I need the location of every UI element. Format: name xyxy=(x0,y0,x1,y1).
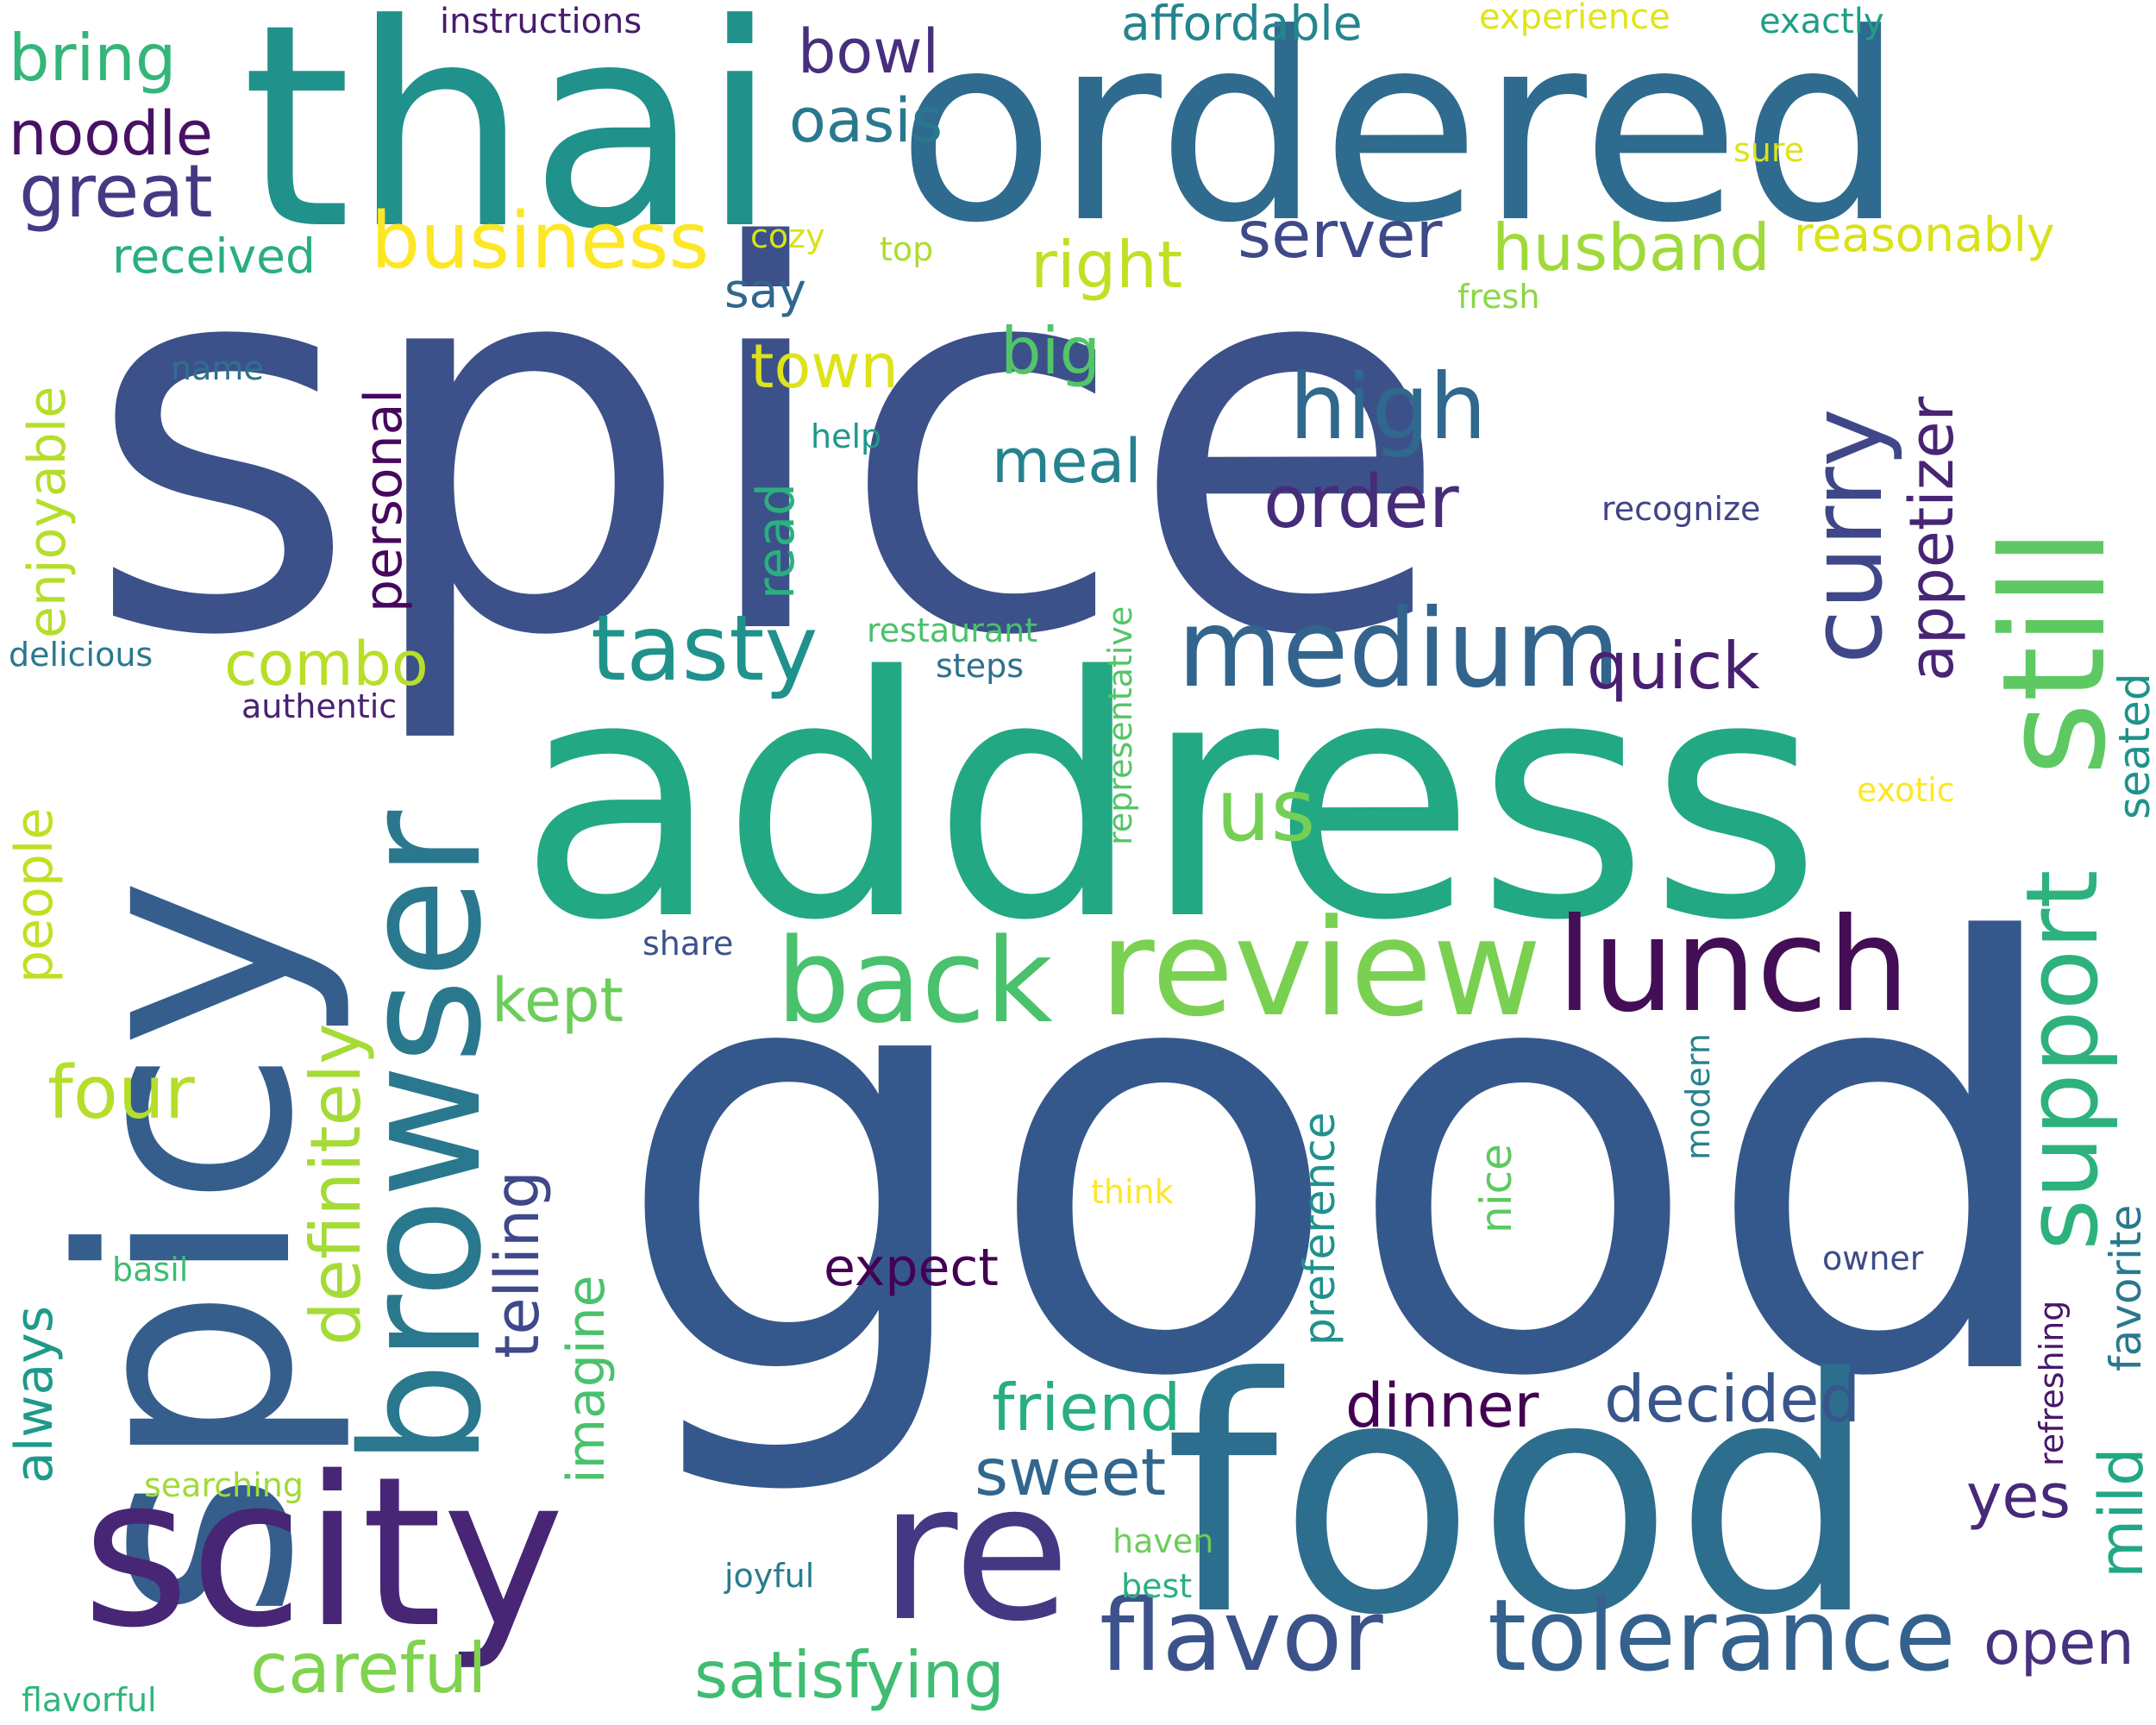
word-think: think xyxy=(1091,1173,1174,1211)
word-curry: curry xyxy=(1789,408,1905,664)
word-expect: expect xyxy=(824,1238,999,1298)
word-husband: husband xyxy=(1492,210,1771,285)
word-always: always xyxy=(4,1305,65,1484)
word-refreshing: refreshing xyxy=(2033,1300,2071,1466)
word-good: good xyxy=(612,823,2075,1505)
word-fresh: fresh xyxy=(1457,278,1540,316)
word-oasis: oasis xyxy=(789,85,943,156)
word-right: right xyxy=(1031,227,1183,303)
word-affordable: affordable xyxy=(1121,0,1363,51)
word-name: name xyxy=(171,349,264,387)
word-people: people xyxy=(4,807,65,983)
word-yes: yes xyxy=(1966,1461,2071,1532)
word-seated: seated xyxy=(2109,673,2156,819)
word-flavorful: flavorful xyxy=(22,1681,157,1719)
word-meal: meal xyxy=(992,426,1142,497)
word-experience: experience xyxy=(1479,0,1670,37)
word-quick: quick xyxy=(1587,628,1760,704)
word-ordered: ordered xyxy=(897,0,1905,279)
word-recognize: recognize xyxy=(1601,490,1761,528)
word-bring: bring xyxy=(9,20,177,96)
word-instructions: instructions xyxy=(440,2,642,41)
word-medium: medium xyxy=(1177,586,1620,712)
word-town: town xyxy=(750,331,899,402)
word-say: say xyxy=(724,263,806,318)
word-order: order xyxy=(1263,460,1459,545)
word-mild: mild xyxy=(2086,1447,2156,1578)
word-review: review xyxy=(1100,890,1542,1046)
word-nice: nice xyxy=(1471,1144,1521,1233)
word-reasonably: reasonably xyxy=(1794,207,2055,262)
word-modern: modern xyxy=(1679,1033,1717,1160)
word-favorite: favorite xyxy=(2101,1204,2151,1371)
word-delicious: delicious xyxy=(9,636,154,674)
word-cozy: cozy xyxy=(750,217,825,255)
word-personal: personal xyxy=(354,388,414,612)
word-spice: spice xyxy=(85,138,1452,750)
word-preference: preference xyxy=(1294,1112,1344,1346)
word-representative: representative xyxy=(1101,605,1139,845)
word-noodle: noodle xyxy=(9,98,213,169)
word-bowl: bowl xyxy=(798,16,939,87)
word-flavor: flavor xyxy=(1100,1578,1383,1694)
word-address: address xyxy=(517,606,1822,993)
word-support: support xyxy=(2005,869,2121,1251)
word-help: help xyxy=(811,417,882,455)
word-decided: decided xyxy=(1604,1361,1861,1437)
word-haven: haven xyxy=(1112,1522,1214,1560)
word-telling: telling xyxy=(482,1170,553,1358)
word-searching: searching xyxy=(144,1466,304,1504)
word-satisfying: satisfying xyxy=(694,1637,1005,1713)
word-tasty: tasty xyxy=(591,596,818,701)
word-authentic: authentic xyxy=(241,687,398,725)
word-great: great xyxy=(19,149,213,235)
word-owner: owner xyxy=(1822,1239,1924,1277)
word-four: four xyxy=(47,1051,195,1136)
word-thai: thai xyxy=(241,0,779,291)
word-restaurant: restaurant xyxy=(867,612,1038,649)
word-back: back xyxy=(776,913,1053,1049)
word-big: big xyxy=(1000,313,1101,389)
word-read: read xyxy=(746,482,806,599)
word-friend: friend xyxy=(992,1370,1181,1446)
word-exotic: exotic xyxy=(1857,771,1955,809)
word-share: share xyxy=(642,925,734,963)
word-joyful: joyful xyxy=(724,1557,815,1595)
word-dinner: dinner xyxy=(1345,1371,1539,1441)
word-steps: steps xyxy=(936,647,1024,685)
word-kept: kept xyxy=(492,965,624,1036)
word-still: still xyxy=(1971,527,2137,776)
word-careful: careful xyxy=(250,1628,487,1709)
word-imagine: imagine xyxy=(556,1275,617,1484)
word-server: server xyxy=(1238,197,1443,273)
word-exactly: exactly xyxy=(1759,2,1884,41)
word-lunch: lunch xyxy=(1557,891,1910,1041)
word-us: us xyxy=(1216,760,1316,861)
word-top: top xyxy=(880,230,934,268)
word-appetizer: appetizer xyxy=(1896,396,1967,681)
word-basil: basil xyxy=(112,1251,189,1289)
word-tolerance: tolerance xyxy=(1488,1578,1956,1694)
word-sweet: sweet xyxy=(975,1434,1167,1510)
word-combo: combo xyxy=(224,629,429,699)
word-scity: scity xyxy=(82,1432,565,1673)
word-sure: sure xyxy=(1733,131,1805,169)
word-open: open xyxy=(1984,1608,2134,1678)
word-food: food xyxy=(1164,1310,1879,1686)
word-enjoyable: enjoyable xyxy=(17,386,78,638)
word-received: received xyxy=(112,229,316,284)
word-re: re xyxy=(880,1442,1070,1663)
word-high: high xyxy=(1289,354,1487,460)
word-business: business xyxy=(371,196,710,286)
word-best: best xyxy=(1121,1567,1193,1605)
word-definitely: definitely xyxy=(296,1023,376,1346)
